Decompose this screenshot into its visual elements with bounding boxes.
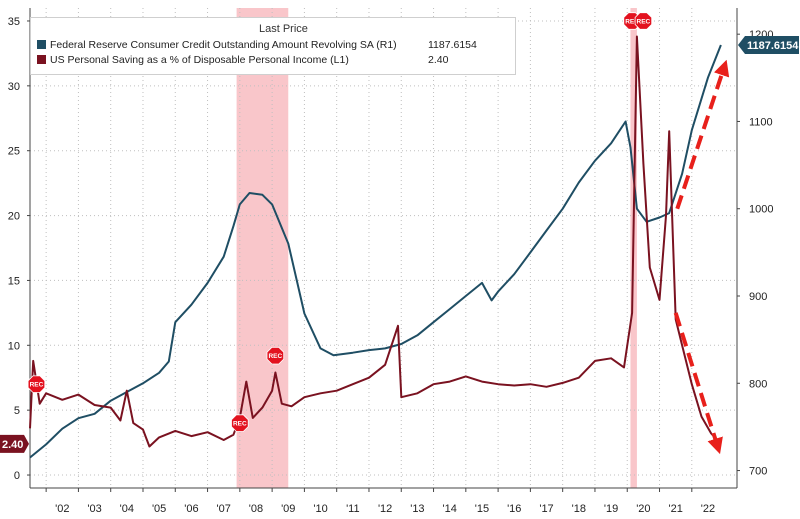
recession-marker-label-2: REC [268,353,282,360]
x-tick-label-19: '21 [668,503,682,515]
last-value-left-label: 2.40 [2,439,23,451]
recession-marker-shape-2 [266,346,285,365]
left-tick-label-5: 25 [8,146,20,158]
legend-label-consumer-credit: Federal Reserve Consumer Credit Outstand… [50,39,397,51]
left-tick-label-3: 15 [8,275,20,287]
x-tick-label-13: '15 [475,503,489,515]
legend-item-saving-rate: US Personal Saving as a % of Disposable … [37,54,448,68]
recession-marker-label-0: REC [30,382,44,389]
x-tick-label-8: '10 [313,503,327,515]
recession-marker-4: REC [634,12,653,30]
x-tick-label-5: '07 [217,503,231,515]
legend-item-consumer-credit: Federal Reserve Consumer Credit Outstand… [37,39,477,53]
last-value-flag-left-shape [0,434,29,453]
recession-marker-0: REC [27,375,46,393]
legend-label-saving-rate: US Personal Saving as a % of Disposable … [50,54,349,66]
consumer-credit-line [29,44,722,459]
series-lines [29,35,722,459]
left-tick-label-1: 5 [14,405,20,417]
left-tick-label-7: 35 [8,16,20,28]
x-axis: '02 '03 '04 '05 '06 '07 '08 '09 '10 '11 '12 '13 '14 '… [45,488,715,515]
x-tick-label-10: '12 [378,503,392,515]
x-tick-label-9: '11 [346,503,360,515]
left-tick-label-6: 30 [8,81,20,93]
recession-marker-label-3: REC [625,18,639,25]
x-tick-label-6: '08 [249,503,263,515]
legend-swatch-saving-rate [37,55,46,64]
x-tick-label-0: '02 [55,503,69,515]
x-tick-label-11: '13 [410,503,424,515]
right-tick-label-2: 900 [749,291,767,303]
up-trend-arrow [675,59,730,210]
legend: Last Price Federal Reserve Consumer Cred… [30,17,516,75]
last-value-right-label: 1187.6154 [747,40,799,52]
x-tick-label-14: '16 [507,503,521,515]
recession-marker-shape-1 [231,414,249,432]
saving-rate-line [29,35,722,448]
legend-value-consumer-credit: 1187.6154 [428,39,477,51]
right-tick-label-4: 1100 [749,116,773,128]
x-tick-label-17: '19 [604,503,618,515]
right-tick-label-1: 800 [749,378,767,390]
right-tick-label-0: 700 [749,466,767,478]
recession-marker-label-1: REC [233,421,247,428]
x-tick-label-4: '06 [184,503,198,515]
grid [30,8,737,488]
x-tick-label-20: '22 [701,503,715,515]
x-tick-label-3: '05 [152,503,166,515]
left-tick-label-2: 10 [8,340,20,352]
left-axis: 0 5 10 15 20 25 30 35 [8,16,30,482]
x-tick-label-18: '20 [636,503,650,515]
last-value-flag-right-shape [738,35,799,54]
recession-marker-shape-0 [27,375,46,393]
recession-marker-shape-4 [634,12,653,30]
x-tick-label-12: '14 [443,503,457,515]
recession-bands [236,8,637,488]
legend-header: Last Price [259,23,308,35]
right-tick-label-3: 1000 [749,204,773,216]
x-tick-label-16: '18 [572,503,586,515]
recession-marker-1: REC [231,414,249,432]
last-value-flag-left: 2.40 [0,434,29,453]
recession-marker-label-4: REC [637,18,651,25]
trend-arrows [673,59,730,455]
legend-swatch-consumer-credit [37,40,46,49]
x-tick-label-2: '04 [120,503,134,515]
x-tick-label-7: '09 [281,503,295,515]
recession-marker-2: REC [266,346,285,365]
x-tick-label-15: '17 [539,503,553,515]
left-tick-label-0: 0 [14,470,20,482]
last-value-labels: 1187.6154 2.40 [0,35,799,453]
down-trend-arrow [673,312,723,455]
left-tick-label-4: 20 [8,211,20,223]
last-value-flag-right: 1187.6154 [738,35,799,54]
legend-value-saving-rate: 2.40 [428,54,449,66]
x-tick-label-1: '03 [87,503,101,515]
